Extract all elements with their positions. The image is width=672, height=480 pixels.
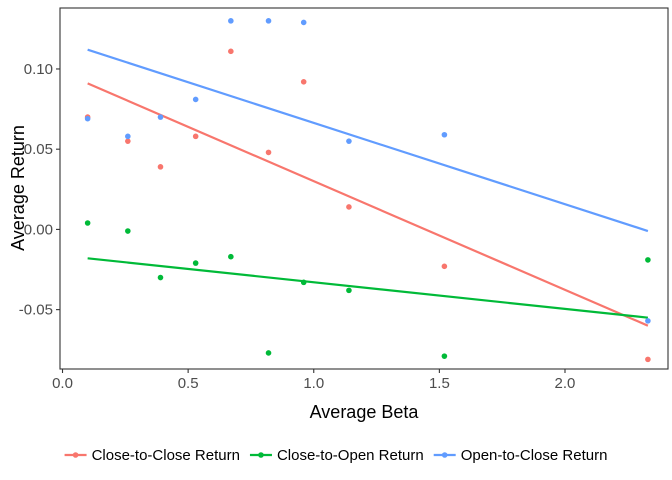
- point-close-to-close-return: [228, 48, 234, 55]
- point-close-to-close-return: [300, 79, 307, 85]
- legend-item-close-to-open-return: Close-to-Open Return: [249, 447, 424, 464]
- legend-key-point: [72, 452, 79, 458]
- x-tick-label: 0.5: [178, 375, 199, 392]
- point-close-to-open-return: [300, 279, 307, 286]
- point-close-to-open-return: [265, 350, 272, 356]
- point-open-to-close-return: [192, 96, 199, 103]
- y-tick-label: -0.05: [19, 302, 53, 319]
- point-open-to-close-return: [265, 18, 272, 24]
- x-tick-label: 1.5: [429, 375, 450, 392]
- point-open-to-close-return: [300, 19, 307, 26]
- legend-key-point: [258, 452, 264, 458]
- axes: 0.0 0.5 1.0 1.5 2.0 -0.05 0.00 0.05 0.10: [19, 61, 576, 392]
- legend-label: Open-to-Close Return: [461, 447, 608, 464]
- point-close-to-open-return: [645, 257, 651, 263]
- point-close-to-open-return: [441, 353, 448, 359]
- trend-lines: [87, 48, 649, 327]
- y-tick-label: 0.00: [24, 221, 53, 238]
- legend-item-close-to-close-return: Close-to-Close Return: [64, 447, 240, 464]
- point-close-to-open-return: [346, 287, 352, 294]
- point-close-to-close-return: [346, 204, 352, 210]
- legend-item-open-to-close-return: Open-to-Close Return: [433, 447, 608, 464]
- point-open-to-close-return: [346, 138, 352, 144]
- x-tick-label: 1.0: [303, 375, 324, 392]
- point-close-to-open-return: [157, 274, 164, 281]
- point-open-to-close-return: [125, 133, 131, 140]
- point-close-to-close-return: [441, 263, 448, 270]
- trend-line-close-to-open-return: [87, 257, 649, 319]
- point-close-to-close-return: [645, 356, 651, 363]
- point-open-to-close-return: [228, 18, 234, 24]
- plot-panel: [59, 7, 669, 370]
- y-tick-label: 0.10: [24, 61, 53, 78]
- data-points: [84, 18, 651, 363]
- x-tick-label: 2.0: [555, 375, 576, 392]
- point-close-to-close-return: [125, 138, 131, 144]
- legend-label: Close-to-Close Return: [92, 447, 240, 464]
- y-axis-title: Average Return: [8, 125, 28, 251]
- point-open-to-close-return: [84, 115, 91, 122]
- point-open-to-close-return: [157, 114, 164, 120]
- trend-line-close-to-close-return: [87, 82, 649, 327]
- trend-line-open-to-close-return: [87, 48, 649, 233]
- point-open-to-close-return: [441, 131, 448, 138]
- y-tick-label: 0.05: [24, 141, 53, 158]
- x-tick-label: 0.0: [52, 375, 73, 392]
- legend: Close-to-Close Return Close-to-Open Retur…: [64, 447, 608, 464]
- point-close-to-open-return: [228, 253, 234, 260]
- x-axis-title: Average Beta: [310, 402, 420, 422]
- legend-label: Close-to-Open Return: [277, 447, 424, 464]
- legend-key-point: [441, 452, 448, 458]
- point-close-to-open-return: [125, 228, 131, 234]
- point-close-to-close-return: [192, 133, 199, 140]
- point-close-to-close-return: [157, 164, 164, 170]
- point-open-to-close-return: [645, 318, 651, 324]
- point-close-to-close-return: [265, 149, 272, 156]
- point-close-to-open-return: [192, 260, 199, 266]
- point-close-to-open-return: [84, 220, 91, 226]
